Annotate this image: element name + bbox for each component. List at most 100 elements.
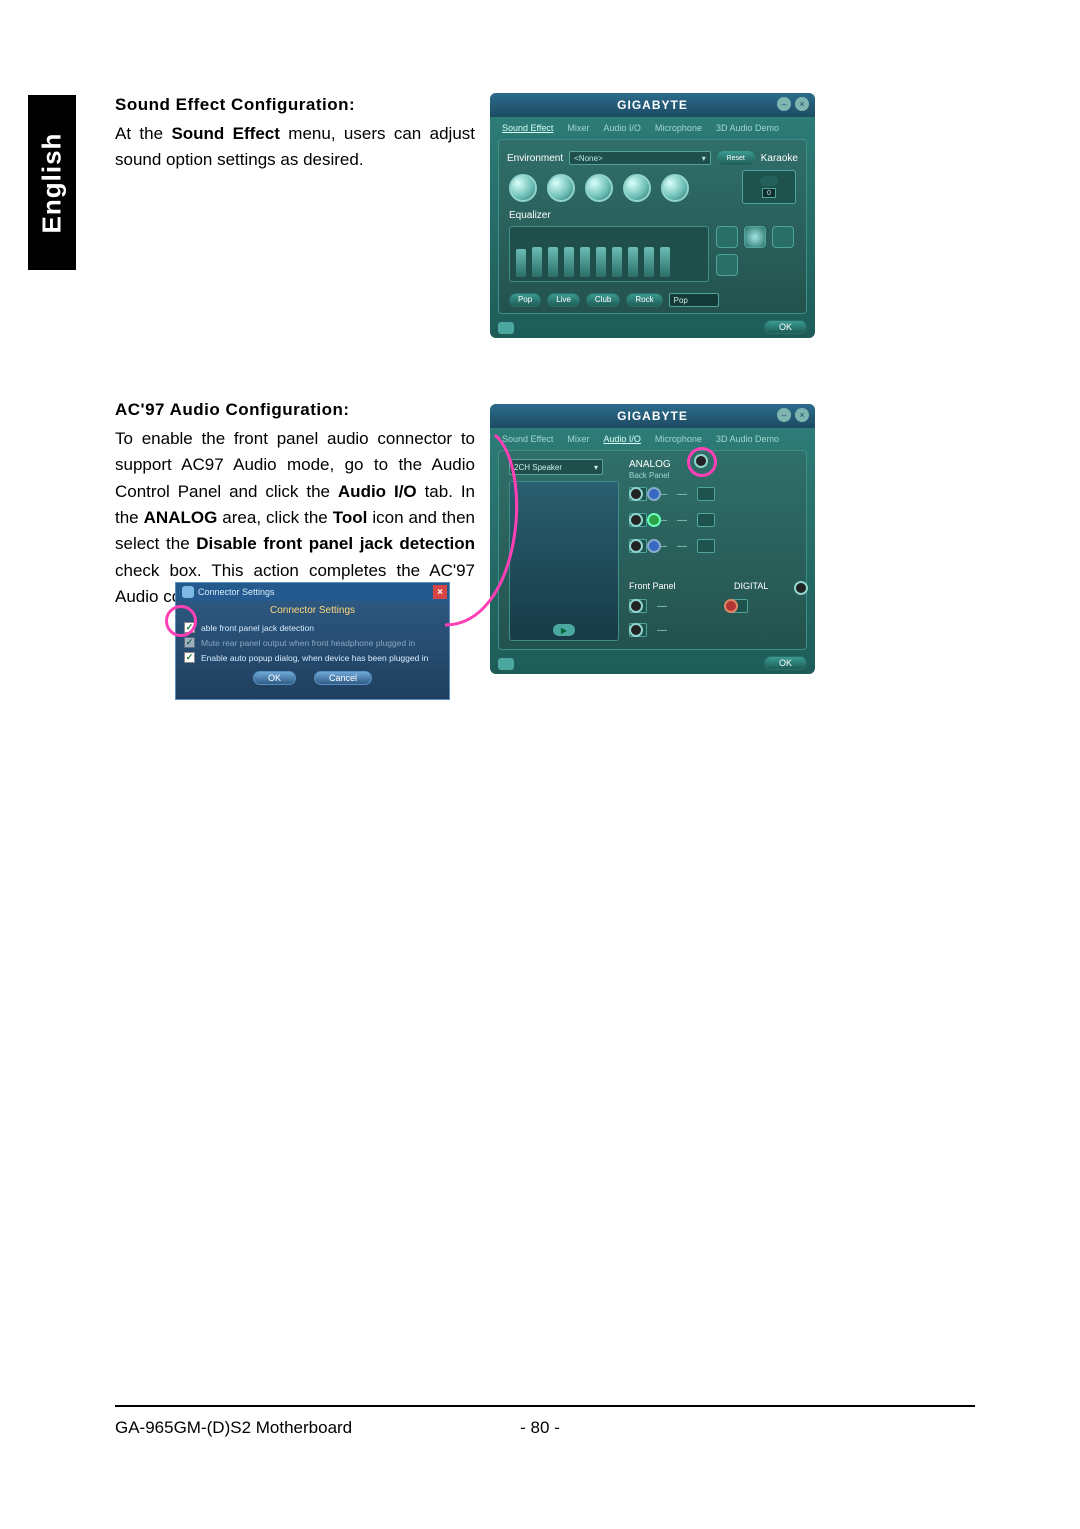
equalizer-label: Equalizer	[509, 210, 551, 221]
eq-bar[interactable]	[548, 247, 558, 277]
jack-blue[interactable]	[647, 539, 661, 553]
close-icon[interactable]: ×	[795, 97, 809, 111]
chevron-down-icon: ▾	[594, 463, 598, 472]
eq-bar[interactable]	[564, 247, 574, 277]
jack-black[interactable]	[629, 539, 643, 553]
section-sound-effect: Sound Effect Configuration: At the Sound…	[115, 95, 475, 174]
panel-titlebar: GIGABYTE – ×	[490, 404, 815, 428]
arrow-icon: —	[657, 625, 667, 636]
env-icon-5[interactable]	[661, 174, 689, 202]
dialog-titlebar: Connector Settings ×	[176, 583, 449, 601]
env-icon-1[interactable]	[509, 174, 537, 202]
option-disable-front-panel[interactable]: ✓ able front panel jack detection	[176, 620, 449, 635]
checkbox-icon[interactable]: ✓	[184, 652, 195, 663]
env-icon-4[interactable]	[623, 174, 651, 202]
eq-bar[interactable]	[660, 247, 670, 277]
eq-bar[interactable]	[580, 247, 590, 277]
digital-jack-red[interactable]	[724, 599, 738, 613]
tool-icon[interactable]	[694, 454, 708, 468]
tab-audio-io[interactable]: Audio I/O	[603, 434, 641, 444]
option-mute-rear[interactable]: ✓ Mute rear panel output when front head…	[176, 635, 449, 650]
tab-microphone[interactable]: Microphone	[655, 434, 702, 444]
preset-live-button[interactable]: Live	[547, 293, 580, 307]
speaker-dropdown[interactable]: 2CH Speaker▾	[509, 459, 603, 475]
jack-front-2[interactable]	[629, 623, 643, 637]
checkbox-icon[interactable]: ✓	[184, 622, 195, 633]
port-icon	[697, 487, 715, 501]
connector-settings-dialog: Connector Settings × Connector Settings …	[175, 582, 450, 700]
eq-save-icon[interactable]	[716, 226, 738, 248]
digital-tool-icon[interactable]	[794, 581, 808, 595]
karaoke-label: Karaoke	[761, 153, 798, 164]
eq-bar[interactable]	[516, 249, 526, 277]
tab-mixer[interactable]: Mixer	[567, 434, 589, 444]
wrench-icon	[182, 586, 194, 598]
jack-green[interactable]	[647, 513, 661, 527]
chevron-down-icon: ▾	[702, 154, 706, 163]
arrow-icon: —	[657, 601, 667, 612]
env-icon-3[interactable]	[585, 174, 613, 202]
env-icon-2[interactable]	[547, 174, 575, 202]
panel-content: 2CH Speaker▾ ANALOG Back Panel ▶ —— —— —…	[498, 450, 807, 650]
gigabyte-audio-io-panel: GIGABYTE – × Sound Effect Mixer Audio I/…	[490, 404, 815, 674]
preset-club-button[interactable]: Club	[586, 293, 620, 307]
minimize-icon[interactable]: –	[777, 408, 791, 422]
gigabyte-sound-effect-panel: GIGABYTE – × Sound Effect Mixer Audio I/…	[490, 93, 815, 338]
tab-sound-effect[interactable]: Sound Effect	[502, 123, 553, 133]
cancel-button[interactable]: Cancel	[314, 671, 372, 685]
close-icon[interactable]: ×	[433, 585, 447, 599]
page-number: - 80 -	[0, 1418, 1080, 1438]
preset-dropdown[interactable]: Pop	[669, 293, 719, 307]
eq-delete-icon[interactable]	[716, 254, 738, 276]
eq-bar[interactable]	[628, 247, 638, 277]
eq-power-icon[interactable]	[744, 226, 766, 248]
window-buttons: – ×	[777, 408, 809, 422]
back-panel-label: Back Panel	[629, 471, 669, 480]
jack-black[interactable]	[629, 487, 643, 501]
panel-content: Environment <None>▾ Reset Karaoke 0 Equa…	[498, 139, 807, 314]
checkbox-icon[interactable]: ✓	[184, 637, 195, 648]
tab-sound-effect[interactable]: Sound Effect	[502, 434, 553, 444]
section-ac97: AC'97 Audio Configuration: To enable the…	[115, 400, 475, 610]
eq-side-controls	[716, 226, 796, 282]
preset-pop-button[interactable]: Pop	[509, 293, 541, 307]
karaoke-value[interactable]: 0	[762, 188, 776, 198]
arrow-icon: —	[677, 541, 687, 552]
eq-bar[interactable]	[596, 247, 606, 277]
panel-titlebar: GIGABYTE – ×	[490, 93, 815, 117]
preset-rock-button[interactable]: Rock	[626, 293, 662, 307]
tab-3d-audio[interactable]: 3D Audio Demo	[716, 123, 779, 133]
ok-button[interactable]: OK	[764, 656, 807, 670]
info-icon[interactable]	[498, 322, 514, 334]
jack-black[interactable]	[629, 513, 643, 527]
brand-label: GIGABYTE	[617, 409, 688, 423]
tab-mixer[interactable]: Mixer	[567, 123, 589, 133]
digital-label: DIGITAL	[734, 581, 768, 591]
window-buttons: – ×	[777, 97, 809, 111]
tab-audio-io[interactable]: Audio I/O	[603, 123, 641, 133]
environment-dropdown[interactable]: <None>▾	[569, 151, 711, 165]
language-label: English	[37, 132, 68, 233]
jack-front-1[interactable]	[629, 599, 643, 613]
jack-blue[interactable]	[647, 487, 661, 501]
option-auto-popup[interactable]: ✓ Enable auto popup dialog, when device …	[176, 650, 449, 665]
ok-button[interactable]: OK	[253, 671, 296, 685]
minimize-icon[interactable]: –	[777, 97, 791, 111]
eq-open-icon[interactable]	[772, 226, 794, 248]
tab-3d-audio[interactable]: 3D Audio Demo	[716, 434, 779, 444]
body-sound-effect: At the Sound Effect menu, users can adju…	[115, 121, 475, 174]
reset-button[interactable]: Reset	[717, 151, 755, 165]
port-icon	[697, 513, 715, 527]
karaoke-box: 0	[742, 170, 796, 204]
ok-button[interactable]: OK	[764, 320, 807, 334]
info-icon[interactable]	[498, 658, 514, 670]
equalizer-sliders[interactable]	[509, 226, 709, 282]
eq-bar[interactable]	[532, 247, 542, 277]
play-button[interactable]: ▶	[553, 624, 575, 636]
tab-microphone[interactable]: Microphone	[655, 123, 702, 133]
environment-icons	[509, 174, 689, 202]
close-icon[interactable]: ×	[795, 408, 809, 422]
arrow-icon: —	[677, 489, 687, 500]
eq-bar[interactable]	[612, 247, 622, 277]
eq-bar[interactable]	[644, 247, 654, 277]
